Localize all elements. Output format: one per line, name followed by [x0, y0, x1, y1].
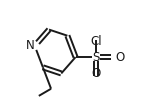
Text: O: O: [91, 67, 101, 80]
Text: Cl: Cl: [90, 35, 102, 48]
Text: O: O: [115, 51, 125, 64]
Text: S: S: [92, 51, 100, 64]
Text: N: N: [26, 39, 35, 52]
